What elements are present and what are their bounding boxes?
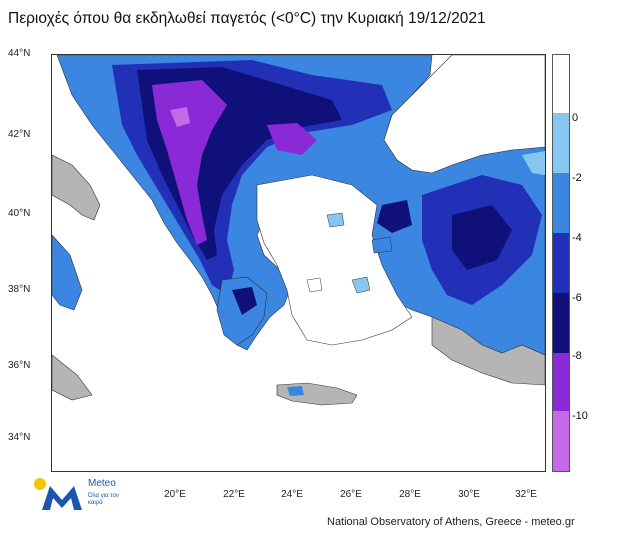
lat-label-36: 36°N [8,360,31,371]
logo-name: Meteo [88,478,116,489]
colorbar-label-minus2: -2 [572,172,582,184]
aegean-island-1 [351,276,371,294]
lat-label-34: 34°N [8,432,31,443]
colorbar-segment-4 [553,233,569,293]
colorbar-segment-10 [553,411,569,471]
colorbar-label-minus8: -8 [572,350,582,362]
frost-band-10 [170,107,190,127]
anatolia-south-land [431,316,545,386]
logo-tagline: Όλα για τον καιρό [88,493,119,506]
lon-label-20: 20°E [164,489,186,500]
frost-thrace-6 [377,200,412,233]
colorbar-segment-above-0 [553,55,569,113]
lesvos-island [371,236,393,254]
lon-label-26: 26°E [340,489,362,500]
aegean-island-2 [326,212,345,228]
frost-band-8b [267,123,317,155]
map-canvas [52,55,545,471]
colorbar-segment-0 [553,113,569,173]
lat-label-38: 38°N [8,284,31,295]
italy-land [52,154,101,221]
meteo-logo-icon [34,478,82,510]
sicily-land [52,354,93,401]
colorbar-segment-2 [553,173,569,233]
lon-label-30: 30°E [458,489,480,500]
colorbar-segment-6 [553,293,569,353]
black-sea [383,55,545,174]
pontic-coast-frost [522,151,545,175]
colorbar-label-0: 0 [572,112,579,124]
lon-label-28: 28°E [399,489,421,500]
aegean-sea [256,174,413,346]
frost-anatolia-6 [452,205,512,270]
colorbar-label-minus4: -4 [572,232,582,244]
lon-label-24: 24°E [281,489,303,500]
cyclades-island [306,277,323,293]
map-title: Περιοχές όπου θα εκδηλωθεί παγετός (<0°C… [8,10,486,27]
frost-band-8 [152,80,227,245]
crete-frost [287,386,304,396]
lat-label-44: 44°N [8,48,31,59]
lon-label-22: 22°E [223,489,245,500]
lon-label-32: 32°E [515,489,537,500]
calabria-land [52,234,83,311]
frost-map [51,54,546,472]
colorbar-label-minus10: -10 [572,410,588,422]
colorbar-label-minus6: -6 [572,292,582,304]
colorbar-segment-8 [553,353,569,411]
lat-label-40: 40°N [8,208,31,219]
colorbar [552,54,570,472]
lat-label-42: 42°N [8,129,31,140]
peloponnese-cold [232,287,257,315]
footer-credit: National Observatory of Athens, Greece -… [327,516,575,528]
